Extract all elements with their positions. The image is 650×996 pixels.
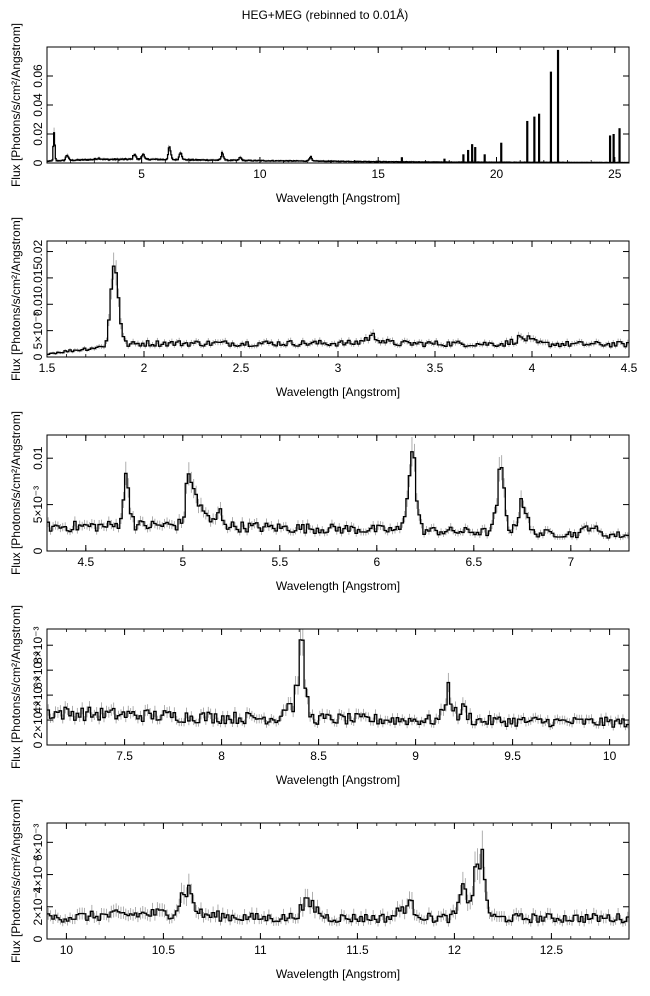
x-tick-label: 12.5 <box>540 943 564 957</box>
x-tick-label: 10 <box>253 167 267 181</box>
y-tick-label: 0.01 <box>31 446 45 470</box>
y-axis-label: Flux [Photons/s/cm²/Angstrom] <box>9 411 23 575</box>
x-tick-label: 7.5 <box>116 749 133 763</box>
x-axis: 5 10 15 20 25 <box>46 47 622 181</box>
x-tick-label: 6.5 <box>465 555 482 569</box>
y-tick-label: 0 <box>31 935 45 942</box>
spectrum-line <box>47 265 629 356</box>
y-axis-label: Flux [Photons/s/cm²/Angstrom] <box>9 799 23 963</box>
spectrum <box>47 451 629 539</box>
x-tick-label: 3 <box>335 361 342 375</box>
x-tick-label: 5 <box>179 555 186 569</box>
y-tick-label: 0 <box>31 353 45 360</box>
x-axis: 7.5 8 8.5 9 9.5 10 <box>46 629 630 763</box>
y-tick-label: 4×10⁻³ <box>31 676 45 713</box>
x-tick-label: 10.5 <box>152 943 176 957</box>
y-tick-label: 0.02 <box>31 240 45 264</box>
x-tick-label: 2.5 <box>233 361 250 375</box>
y-tick-label: 4×10⁻³ <box>31 856 45 893</box>
x-tick-label: 6 <box>373 555 380 569</box>
y-tick-label: 6×10⁻³ <box>31 824 45 861</box>
x-axis-label: Wavelength [Angstrom] <box>276 191 400 205</box>
y-tick-label: 0.04 <box>31 93 45 117</box>
x-axis-label: Wavelength [Angstrom] <box>276 967 400 981</box>
x-tick-label: 3.5 <box>427 361 444 375</box>
error-bars <box>47 252 629 356</box>
y-tick-label: 2×10⁻³ <box>31 888 45 925</box>
spectrum-line <box>47 132 629 164</box>
x-tick-label: 20 <box>490 167 504 181</box>
y-axis-label: Flux [Photons/s/cm²/Angstrom] <box>9 23 23 187</box>
spectrum <box>47 639 629 728</box>
plot-frame <box>46 240 630 358</box>
x-tick-label: 4.5 <box>77 555 94 569</box>
x-tick-label: 1.5 <box>39 361 56 375</box>
y-tick-label: 0.01 <box>31 292 45 316</box>
x-axis-label: Wavelength [Angstrom] <box>276 385 400 399</box>
y-tick-label: 0.015 <box>31 263 45 293</box>
error-bars <box>47 127 629 163</box>
y-axis-label: Flux [Photons/s/cm²/Angstrom] <box>9 217 23 381</box>
x-tick-label: 11 <box>254 943 267 957</box>
x-tick-label: 9 <box>412 749 419 763</box>
x-axis: 1.5 2 2.5 3 3.5 4 4.5 <box>39 241 638 375</box>
y-axis: 0 2×10⁻³4×10⁻³6×10⁻³ <box>31 824 629 942</box>
x-tick-label: 12 <box>448 943 462 957</box>
spectrum <box>47 265 629 356</box>
figure-title: HEG+MEG (rebinned to 0.01Å) <box>241 8 409 22</box>
y-axis: 0 2×10⁻³4×10⁻³6×10⁻³8×10⁻³ <box>31 627 629 748</box>
x-axis-label: Wavelength [Angstrom] <box>276 579 400 593</box>
y-tick-label: 0 <box>31 547 45 554</box>
y-tick-label: 5×10⁻³ <box>31 312 45 349</box>
x-tick-label: 5 <box>138 167 145 181</box>
y-tick-label: 0.02 <box>31 122 45 146</box>
x-axis: 4.5 5 5.5 6 6.5 7 <box>46 435 630 569</box>
spectrum <box>47 49 629 164</box>
x-tick-label: 9.5 <box>504 749 521 763</box>
y-axis-label: Flux [Photons/s/cm²/Angstrom] <box>9 605 23 769</box>
x-tick-label: 5.5 <box>271 555 288 569</box>
y-tick-label: 6×10⁻³ <box>31 651 45 688</box>
x-tick-label: 4.5 <box>621 361 638 375</box>
x-tick-label: 7 <box>567 555 574 569</box>
y-tick-label: 5×10⁻³ <box>31 486 45 523</box>
panel-2: 1.5 2 2.5 3 3.5 4 4.5 Wavelength [Angstrom] 0 5×1… <box>9 217 638 399</box>
y-axis: 0 0.02 0.04 0.06 <box>31 64 629 166</box>
error-bars <box>47 830 629 927</box>
spectrum-line <box>47 848 629 924</box>
x-tick-label: 4 <box>529 361 536 375</box>
plot-frame <box>46 628 630 746</box>
x-tick-label: 8.5 <box>310 749 327 763</box>
panel-4: 7.5 8 8.5 9 9.5 10 Wavelength [Angstrom] 0 2×10⁻… <box>9 605 630 787</box>
y-tick-label: 2×10⁻³ <box>31 701 45 738</box>
x-axis: 10 10.5 11 11.5 12 12.5 <box>46 823 630 957</box>
x-tick-label: 15 <box>372 167 386 181</box>
x-tick-label: 10 <box>603 749 617 763</box>
panel-5: 10 10.5 11 11.5 12 12.5 Wavelength [Angstrom] 0… <box>9 799 630 981</box>
plot-frame <box>46 46 630 164</box>
y-tick-label: 8×10⁻³ <box>31 627 45 664</box>
x-tick-label: 25 <box>608 167 622 181</box>
spectrum-line <box>47 639 629 728</box>
spectrum-line <box>47 451 629 539</box>
error-bars <box>47 436 629 541</box>
y-tick-label: 0 <box>31 159 45 166</box>
panel-3: 4.5 5 5.5 6 6.5 7 Wavelength [Angstrom] 0 5×10⁻³… <box>9 411 630 593</box>
y-tick-label: 0.06 <box>31 64 45 88</box>
x-tick-label: 11.5 <box>346 943 369 957</box>
x-tick-label: 8 <box>218 749 225 763</box>
x-tick-label: 2 <box>141 361 148 375</box>
x-tick-label: 10 <box>60 943 74 957</box>
x-axis-label: Wavelength [Angstrom] <box>276 773 400 787</box>
y-axis: 0 5×10⁻³ 0.01 <box>31 446 629 554</box>
spectrum <box>47 848 629 924</box>
y-tick-label: 0 <box>31 741 45 748</box>
